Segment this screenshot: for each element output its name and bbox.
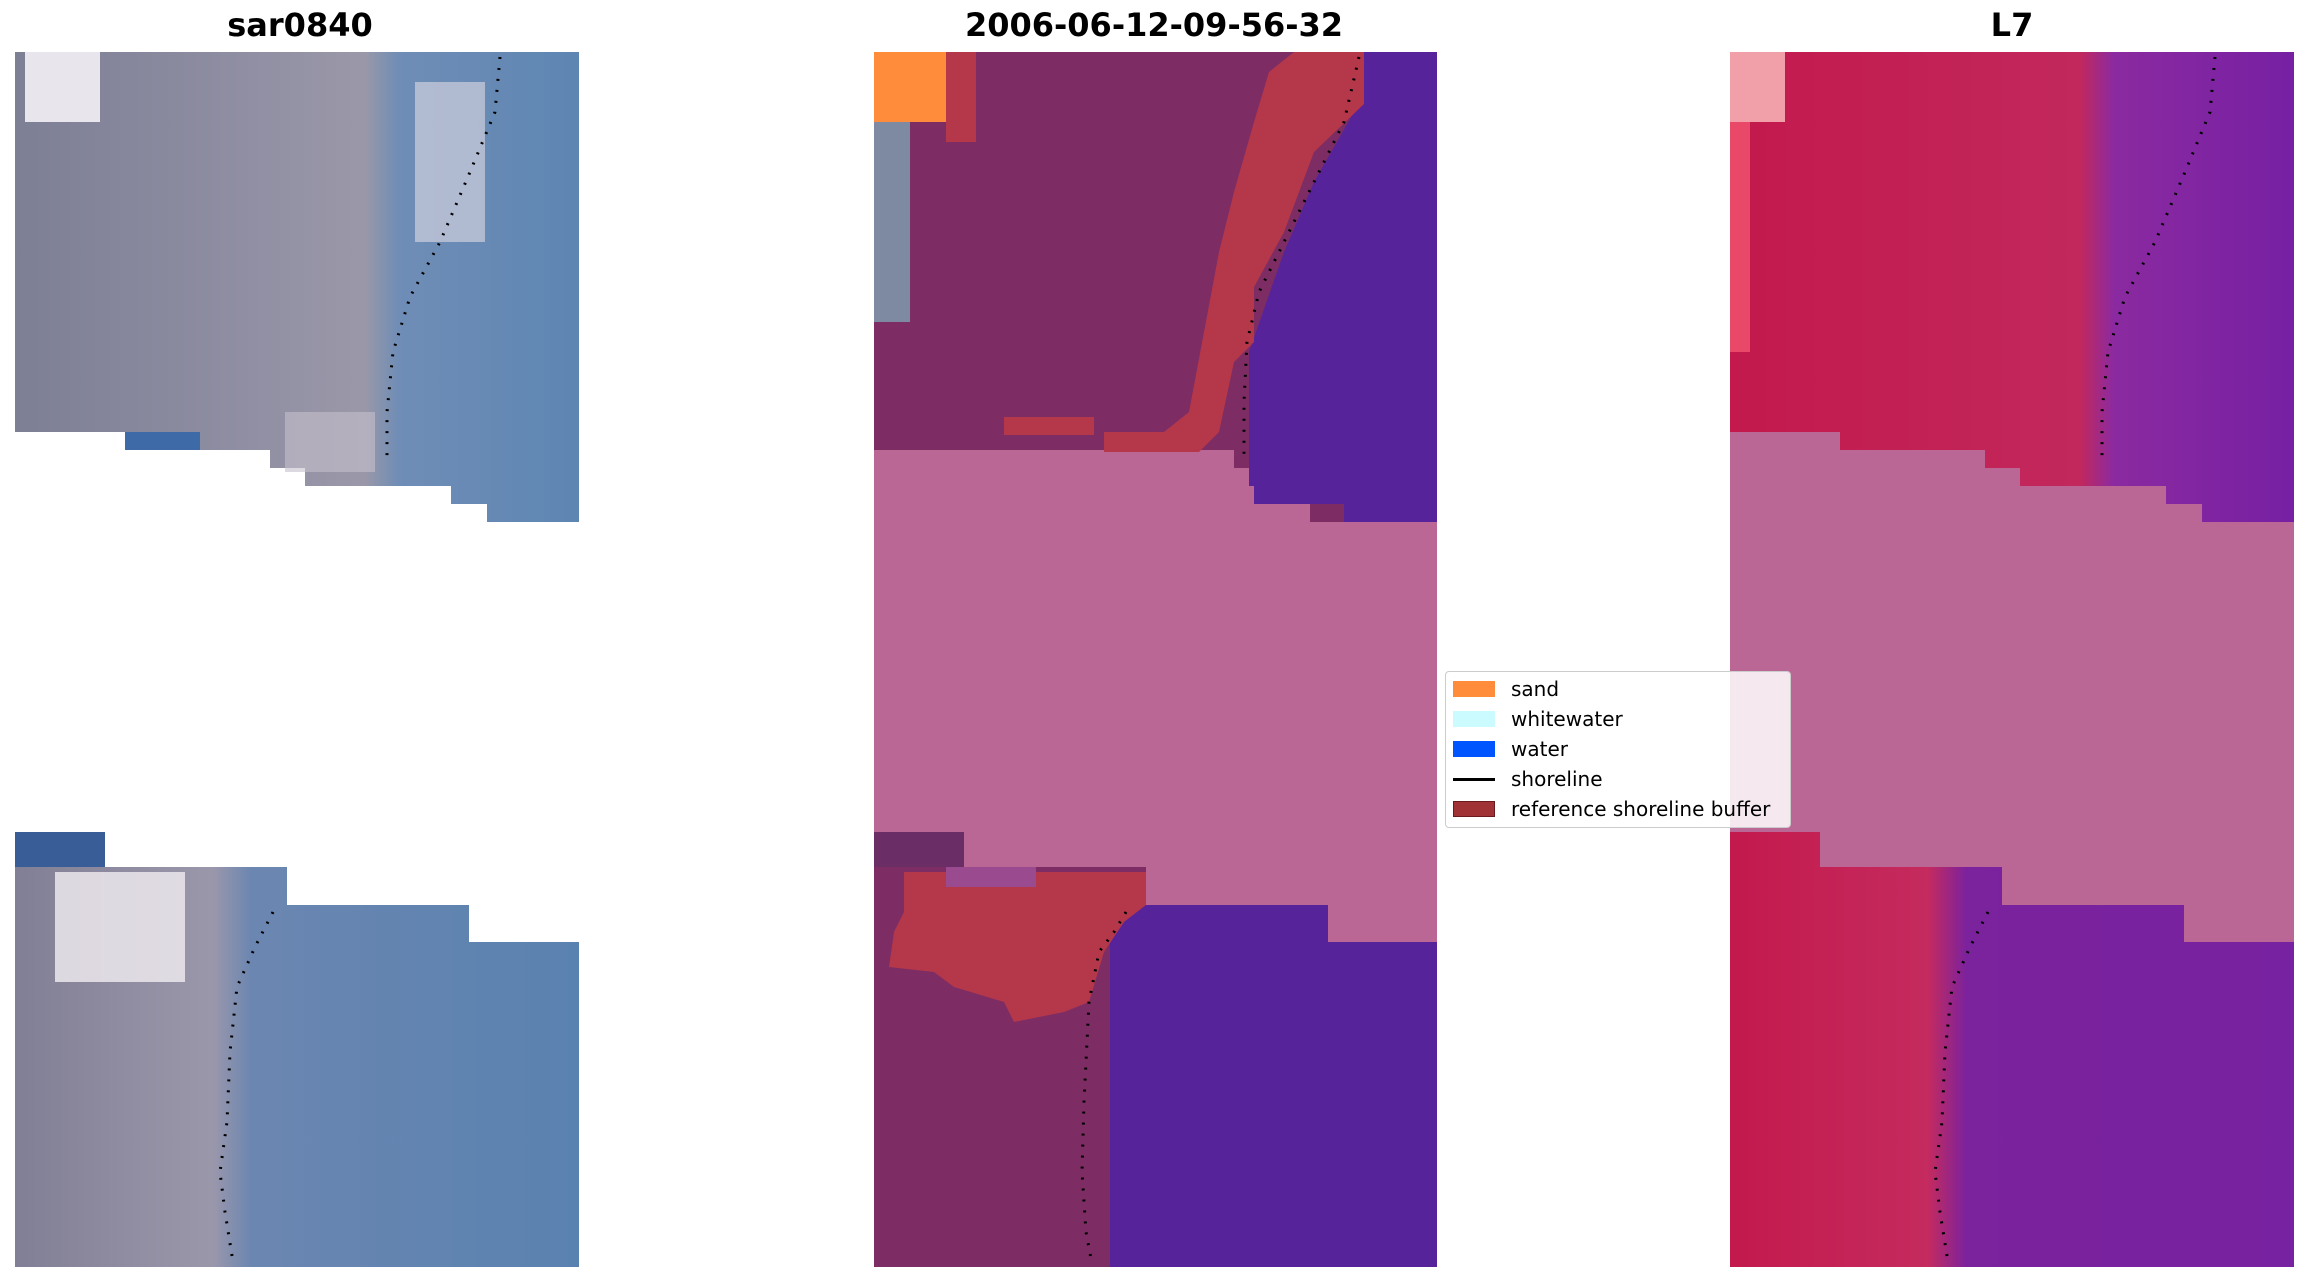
legend-swatch-whitewater: [1453, 711, 1495, 727]
legend-item-whitewater: whitewater: [1453, 706, 1623, 732]
panel-title-rgb: sar0840: [227, 6, 373, 44]
shoreline-top: [2100, 56, 2217, 462]
legend-item-buffer: reference shoreline buffer: [1453, 796, 1770, 822]
index-top-block: [1730, 52, 2294, 522]
water-region-top: [1249, 52, 1437, 522]
legend-item-sand: sand: [1453, 676, 1559, 702]
sand-patch: [874, 52, 946, 122]
shoreline-top: [1242, 56, 1361, 462]
shoreline-bottom: [1080, 911, 1128, 1265]
index-bottom-block: [1730, 832, 2294, 1267]
buffer-region-bottom: [889, 872, 1146, 1022]
legend-label: water: [1511, 737, 1568, 761]
rgb-image-panel: [15, 52, 579, 1267]
legend-label: sand: [1511, 677, 1560, 701]
shoreline-top: [385, 56, 502, 462]
legend-item-water: water: [1453, 736, 1568, 762]
buffer-region-top: [1104, 52, 1364, 452]
index-image-panel: [1730, 52, 2294, 1267]
legend-line-shoreline: [1453, 777, 1495, 781]
panel-title-index: L7: [1990, 6, 2034, 44]
legend-swatch-sand: [1453, 681, 1495, 697]
water-region-bottom: [1110, 905, 1437, 1267]
legend-swatch-water: [1453, 741, 1495, 757]
legend-item-shoreline: shoreline: [1453, 766, 1603, 792]
bright-patch: [25, 52, 100, 122]
legend-label: whitewater: [1511, 707, 1623, 731]
bright-patch: [1730, 52, 1785, 122]
panel-title-classified: 2006-06-12-09-56-32: [964, 6, 1344, 44]
legend-label: shoreline: [1511, 767, 1603, 791]
legend-label: reference shoreline buffer: [1511, 797, 1771, 821]
legend: sand whitewater water shoreline referenc…: [1445, 671, 1791, 828]
legend-swatch-buffer: [1453, 801, 1495, 817]
classified-image-panel: [874, 52, 1437, 1267]
